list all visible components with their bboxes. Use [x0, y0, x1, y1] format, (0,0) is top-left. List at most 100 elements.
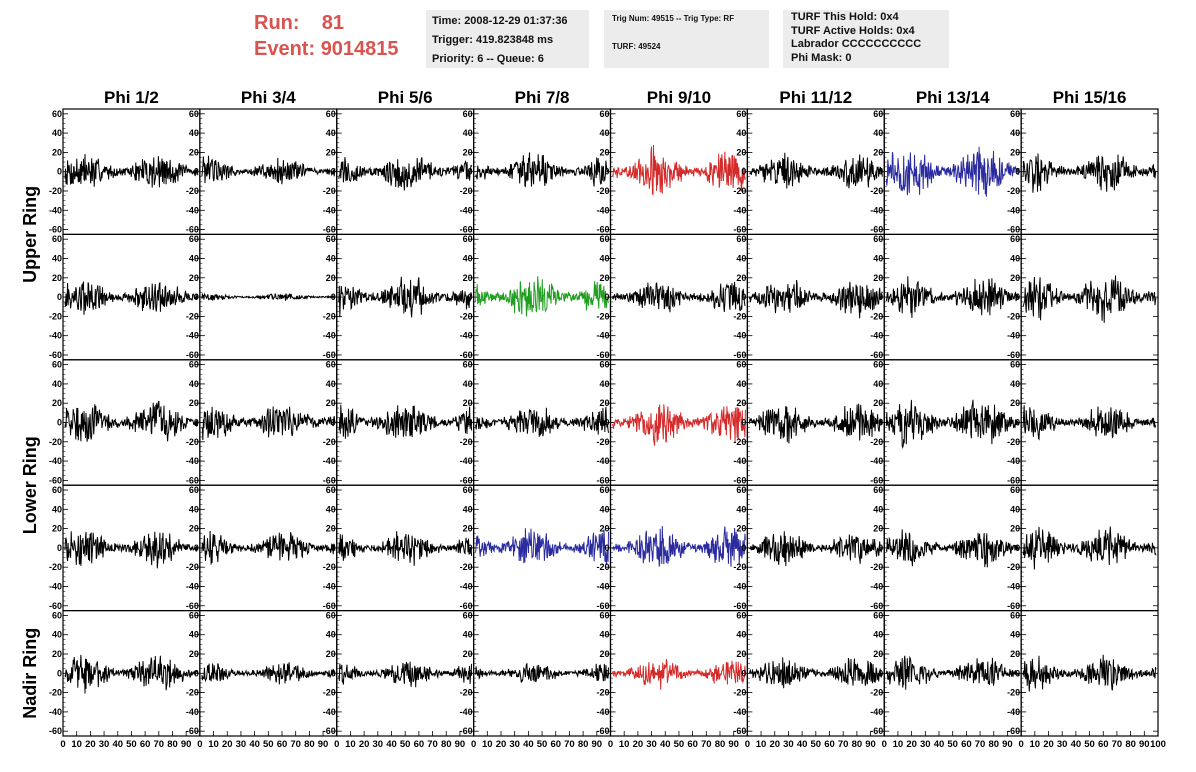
y-tick-label: 0 — [194, 668, 199, 678]
y-tick-label: -40 — [460, 205, 473, 215]
waveform-line — [475, 276, 609, 317]
x-tick-label: 30 — [646, 739, 657, 750]
panel-frame — [883, 108, 1022, 236]
x-tick-label: 10 — [71, 739, 82, 750]
y-tick-label: -40 — [596, 581, 609, 591]
y-tick-label: 60 — [52, 360, 62, 370]
y-tick-label: 20 — [463, 147, 473, 157]
y-tick-label: 20 — [189, 649, 199, 659]
x-tick-label: 50 — [537, 739, 548, 750]
y-tick-label: 20 — [736, 524, 746, 534]
x-tick-label: 80 — [988, 739, 999, 750]
y-tick-label: -60 — [460, 225, 473, 235]
y-tick-label: 60 — [326, 109, 336, 119]
y-tick-label: 20 — [189, 398, 199, 408]
x-tick-label: 70 — [427, 739, 438, 750]
x-tick-label: 10 — [345, 739, 356, 750]
row-label: Nadir Ring — [20, 628, 40, 719]
y-tick-label: -20 — [49, 186, 62, 196]
y-tick-label: 0 — [1015, 418, 1020, 428]
y-tick-label: -60 — [323, 225, 336, 235]
y-tick-label: 40 — [189, 254, 199, 264]
y-tick-label: 40 — [52, 630, 62, 640]
x-tick-label: 0 — [1018, 739, 1023, 750]
y-tick-label: 0 — [194, 167, 199, 177]
y-tick-label: 0 — [741, 543, 746, 553]
y-tick-label: -60 — [49, 350, 62, 360]
time-text: Time: 2008-12-29 01:37:36 — [432, 15, 568, 27]
y-tick-label: -40 — [870, 707, 883, 717]
y-tick-label: 40 — [599, 254, 609, 264]
waveform-line — [885, 655, 1020, 690]
waveform-line — [475, 152, 609, 188]
y-tick-label: 20 — [326, 398, 336, 408]
y-tick-label: -20 — [186, 688, 199, 698]
y-tick-label: -60 — [49, 475, 62, 485]
y-tick-label: -40 — [49, 331, 62, 341]
x-tick-label: 50 — [400, 739, 411, 750]
y-tick-label: 60 — [1010, 360, 1020, 370]
y-tick-label: 60 — [736, 360, 746, 370]
y-tick-label: 0 — [57, 167, 62, 177]
y-tick-label: -20 — [186, 437, 199, 447]
y-tick-label: 40 — [736, 254, 746, 264]
turf-active-text: TURF Active Holds: 0x4 — [791, 24, 915, 37]
y-tick-label: 20 — [736, 273, 746, 283]
y-tick-label: -60 — [870, 225, 883, 235]
y-tick-label: 20 — [736, 147, 746, 157]
x-tick-label: 100 — [1150, 739, 1166, 750]
y-tick-label: -20 — [870, 688, 883, 698]
x-tick-label: 60 — [140, 739, 151, 750]
x-tick-label: 90 — [728, 739, 739, 750]
x-tick-label: 60 — [550, 739, 561, 750]
x-tick-label: 80 — [167, 739, 178, 750]
y-tick-label: 0 — [468, 167, 473, 177]
x-tick-label: 40 — [934, 739, 945, 750]
y-tick-label: -20 — [186, 186, 199, 196]
y-tick-label: -40 — [460, 581, 473, 591]
y-tick-label: -20 — [733, 437, 746, 447]
x-tick-label: 50 — [811, 739, 822, 750]
x-tick-label: 70 — [154, 739, 165, 750]
y-tick-label: -20 — [49, 562, 62, 572]
y-tick-label: 0 — [604, 543, 609, 553]
y-tick-label: 20 — [326, 273, 336, 283]
y-tick-label: 20 — [463, 524, 473, 534]
y-tick-label: 20 — [599, 524, 609, 534]
y-tick-label: -40 — [870, 456, 883, 466]
y-tick-label: 0 — [194, 543, 199, 553]
y-tick-label: 60 — [463, 234, 473, 244]
waveform-line — [612, 404, 746, 446]
y-tick-label: 20 — [599, 398, 609, 408]
y-tick-label: -60 — [186, 726, 199, 736]
y-tick-label: -40 — [733, 707, 746, 717]
y-tick-label: 40 — [52, 379, 62, 389]
y-tick-label: 60 — [463, 360, 473, 370]
y-tick-label: 40 — [189, 379, 199, 389]
x-tick-label: 40 — [523, 739, 534, 750]
waveform-line — [64, 280, 199, 315]
y-tick-label: 20 — [873, 273, 883, 283]
y-tick-label: 40 — [463, 504, 473, 514]
x-tick-label: 0 — [745, 739, 750, 750]
y-tick-label: -40 — [460, 456, 473, 466]
x-tick-label: 70 — [701, 739, 712, 750]
y-tick-label: 60 — [599, 234, 609, 244]
y-tick-label: -40 — [49, 456, 62, 466]
y-tick-label: 0 — [878, 543, 883, 553]
event-value: 9014815 — [320, 38, 399, 60]
y-tick-label: 0 — [1015, 167, 1020, 177]
y-tick-label: -60 — [1007, 350, 1020, 360]
x-tick-label: 80 — [715, 739, 726, 750]
x-tick-label: 0 — [882, 739, 887, 750]
y-tick-label: -60 — [733, 475, 746, 485]
y-tick-label: 20 — [1010, 649, 1020, 659]
waveform-line — [612, 525, 746, 567]
x-tick-label: 0 — [334, 739, 339, 750]
run-value: 81 — [321, 12, 345, 34]
y-tick-label: -20 — [1007, 562, 1020, 572]
column-header: Phi 7/8 — [515, 88, 570, 107]
y-tick-label: 0 — [468, 668, 473, 678]
y-tick-label: 40 — [52, 254, 62, 264]
y-tick-label: 60 — [736, 485, 746, 495]
